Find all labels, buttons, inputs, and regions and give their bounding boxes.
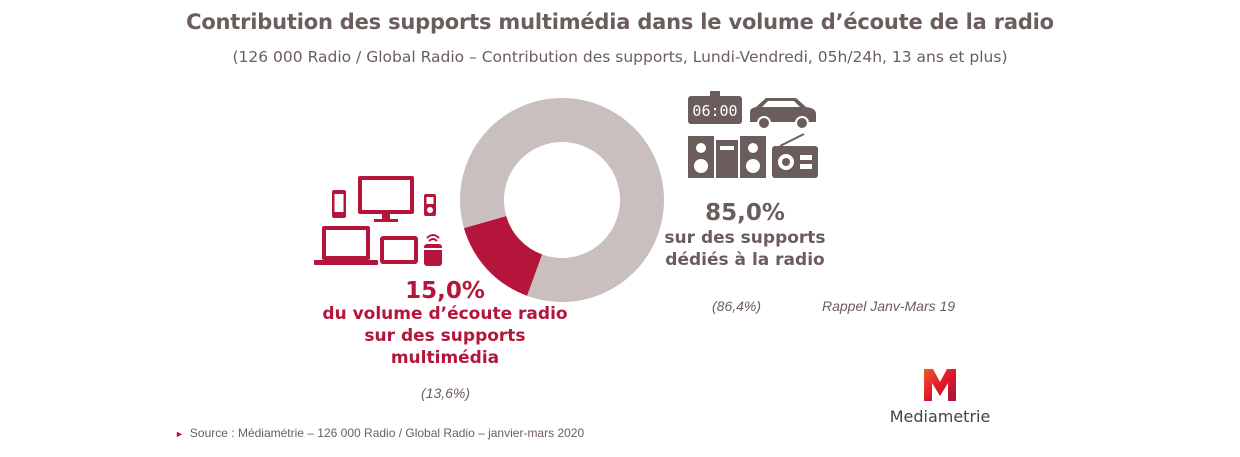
multimedia-devices-icons [314,176,442,266]
chart-title: Contribution des supports multimédia dan… [186,10,1054,34]
laptop-icon [314,226,378,265]
clock-display: 06:00 [692,102,737,120]
tablet-icon [380,236,418,264]
donut-chart [460,98,664,303]
smartphone-icon [332,190,346,218]
donut-slice-1 [460,98,664,303]
mp3-player-icon [424,194,436,216]
car-icon [750,98,816,130]
dedicated-label-line1: sur des supports [664,228,826,248]
dedicated-label: sur des supports dédiés à la radio [645,227,845,271]
monitor-icon [358,176,414,222]
hifi-system-icon [688,136,766,178]
multimedia-label-line2: sur des supports [364,326,526,346]
radio-clock-icon: 06:00 [688,91,742,124]
dedicated-percentage: 85,0% [705,200,785,226]
multimedia-percentage: 15,0% [405,278,485,304]
portable-radio-icon [772,133,818,178]
source-note: ► Source : Médiamétrie – 126 000 Radio / … [175,426,584,440]
mediametrie-m-icon [924,369,956,401]
multimedia-previous-value: (13,6%) [421,385,471,401]
dedicated-previous-value: (86,4%) [712,298,762,314]
mediametrie-logo: Mediametrie [880,365,1000,426]
source-text: Source : Médiamétrie – 126 000 Radio / G… [189,426,585,440]
multimedia-label-line1: du volume d’écoute radio [322,304,568,324]
multimedia-label-line3: multimédia [390,348,500,368]
bullet-icon: ► [175,429,184,439]
smart-speaker-icon [424,234,442,266]
logo-text: Mediametrie [889,407,991,426]
chart-subtitle: (126 000 Radio / Global Radio – Contribu… [232,48,1008,66]
dedicated-radio-icons: 06:00 [688,91,818,178]
dedicated-label-line2: dédiés à la radio [665,250,825,270]
multimedia-label: du volume d’écoute radio sur des support… [315,303,575,369]
rappel-label: Rappel Janv-Mars 19 [822,298,956,314]
donut-slice-0 [463,215,543,296]
